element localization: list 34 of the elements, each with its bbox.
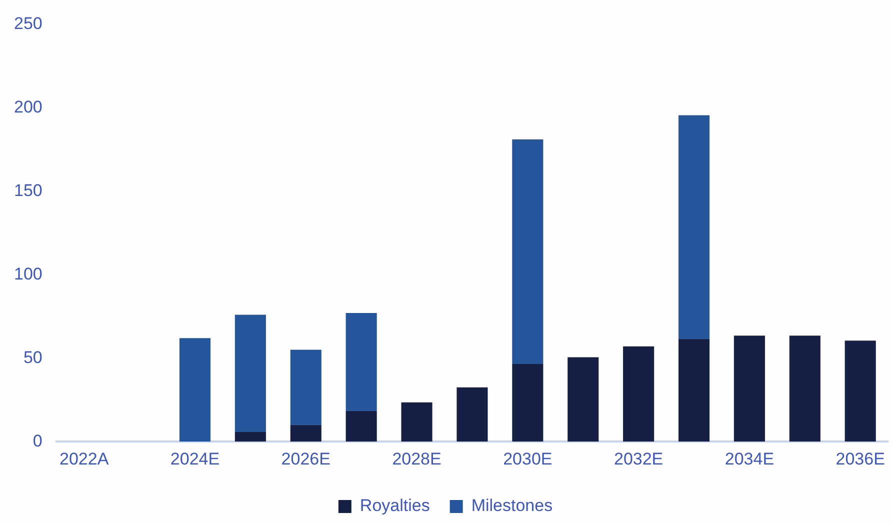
x-tick-label: 2034E [724,449,774,468]
bar [234,432,266,442]
bar [789,336,820,442]
x-tick-label: 2030E [503,449,552,468]
y-tick-label: 50 [23,348,42,367]
bar [290,424,322,442]
bar [346,410,377,442]
bar [512,364,544,442]
x-tick-label: 2028E [392,449,442,468]
bar [734,336,765,442]
bar [844,340,876,442]
bar [290,350,322,425]
y-tick-label: 150 [14,180,42,200]
bar [346,313,377,411]
y-tick-label: 100 [14,264,42,284]
bar [234,314,266,432]
bar [678,338,710,442]
x-tick-label: 2026E [281,449,330,468]
bar [568,357,599,442]
x-tick-label: 2036E [836,449,885,468]
bar [678,115,710,339]
bar [512,139,544,364]
legend-label: Royalties [360,496,430,516]
legend-label: Milestones [471,496,553,516]
y-tick-label: 200 [14,97,42,116]
bar [456,387,488,442]
y-tick-label: 250 [14,14,42,33]
x-tick-label: 2032E [614,449,664,468]
y-tick-label: 0 [32,431,42,450]
bar [179,338,211,442]
bar [401,402,432,442]
bar [623,346,654,442]
x-tick-label: 2024E [170,449,220,468]
x-tick-label: 2022A [60,449,110,468]
